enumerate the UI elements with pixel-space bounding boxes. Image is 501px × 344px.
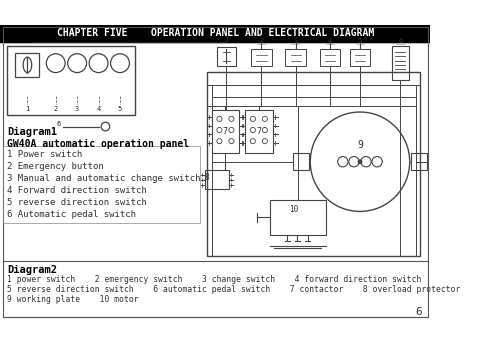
Text: 5: 5 [118, 106, 122, 112]
Text: 6 Automatic pedal switch: 6 Automatic pedal switch [7, 210, 136, 219]
Text: 9 working plate    10 motor: 9 working plate 10 motor [7, 295, 138, 304]
Bar [0, 24, 429, 42]
Text: 4: 4 [327, 38, 332, 44]
Text: 8: 8 [204, 173, 208, 182]
Text: 3: 3 [293, 38, 297, 44]
Text: 7: 7 [222, 127, 227, 136]
Text: Diagram1: Diagram1 [7, 127, 57, 138]
Text: 6: 6 [56, 121, 60, 127]
Text: 2: 2 [259, 38, 263, 44]
Bar [16, 53, 40, 77]
Text: 7: 7 [256, 127, 261, 136]
Bar [250, 49, 271, 66]
Bar [204, 170, 228, 189]
Text: 3 Manual and automatic change switch: 3 Manual and automatic change switch [7, 174, 200, 183]
Bar [319, 49, 340, 66]
Bar [3, 146, 199, 223]
Text: 2: 2 [54, 106, 58, 112]
Bar [211, 110, 238, 153]
Text: 5: 5 [357, 38, 361, 44]
Bar [244, 110, 272, 153]
Bar [270, 200, 325, 235]
Text: 3: 3 [75, 106, 79, 112]
Text: 1 Power switch: 1 Power switch [7, 150, 82, 159]
Bar [411, 153, 426, 170]
Bar [7, 46, 135, 115]
Bar [216, 47, 235, 66]
Text: 1: 1 [25, 106, 30, 112]
Text: 6: 6 [414, 307, 421, 317]
Text: 9: 9 [356, 140, 362, 150]
Text: 5 reverse direction switch    6 automatic pedal switch    7 contactor    8 overl: 5 reverse direction switch 6 automatic p… [7, 285, 459, 294]
Text: 1 power switch    2 emergency switch    3 change switch    4 forward direction s: 1 power switch 2 emergency switch 3 chan… [7, 275, 420, 284]
Bar [207, 72, 419, 256]
Bar [349, 49, 370, 66]
Text: 4 Forward direction switch: 4 Forward direction switch [7, 186, 146, 195]
Text: 6: 6 [397, 38, 402, 44]
Text: 1: 1 [224, 37, 228, 43]
Bar [285, 49, 306, 66]
Text: 4: 4 [96, 106, 101, 112]
Text: GW40A automatic operation panel: GW40A automatic operation panel [7, 139, 188, 149]
Text: CHAPTER FIVE    OPERATION PANEL AND ELECTRICAL DIAGRAM: CHAPTER FIVE OPERATION PANEL AND ELECTRI… [57, 28, 373, 38]
Text: 2 Emergency button: 2 Emergency button [7, 162, 103, 171]
Bar [391, 46, 408, 80]
Circle shape [358, 160, 361, 163]
Bar [293, 153, 308, 170]
Text: 10: 10 [289, 205, 298, 214]
Text: Diagram2: Diagram2 [7, 265, 57, 275]
Text: 5 reverse direction switch: 5 reverse direction switch [7, 198, 146, 207]
